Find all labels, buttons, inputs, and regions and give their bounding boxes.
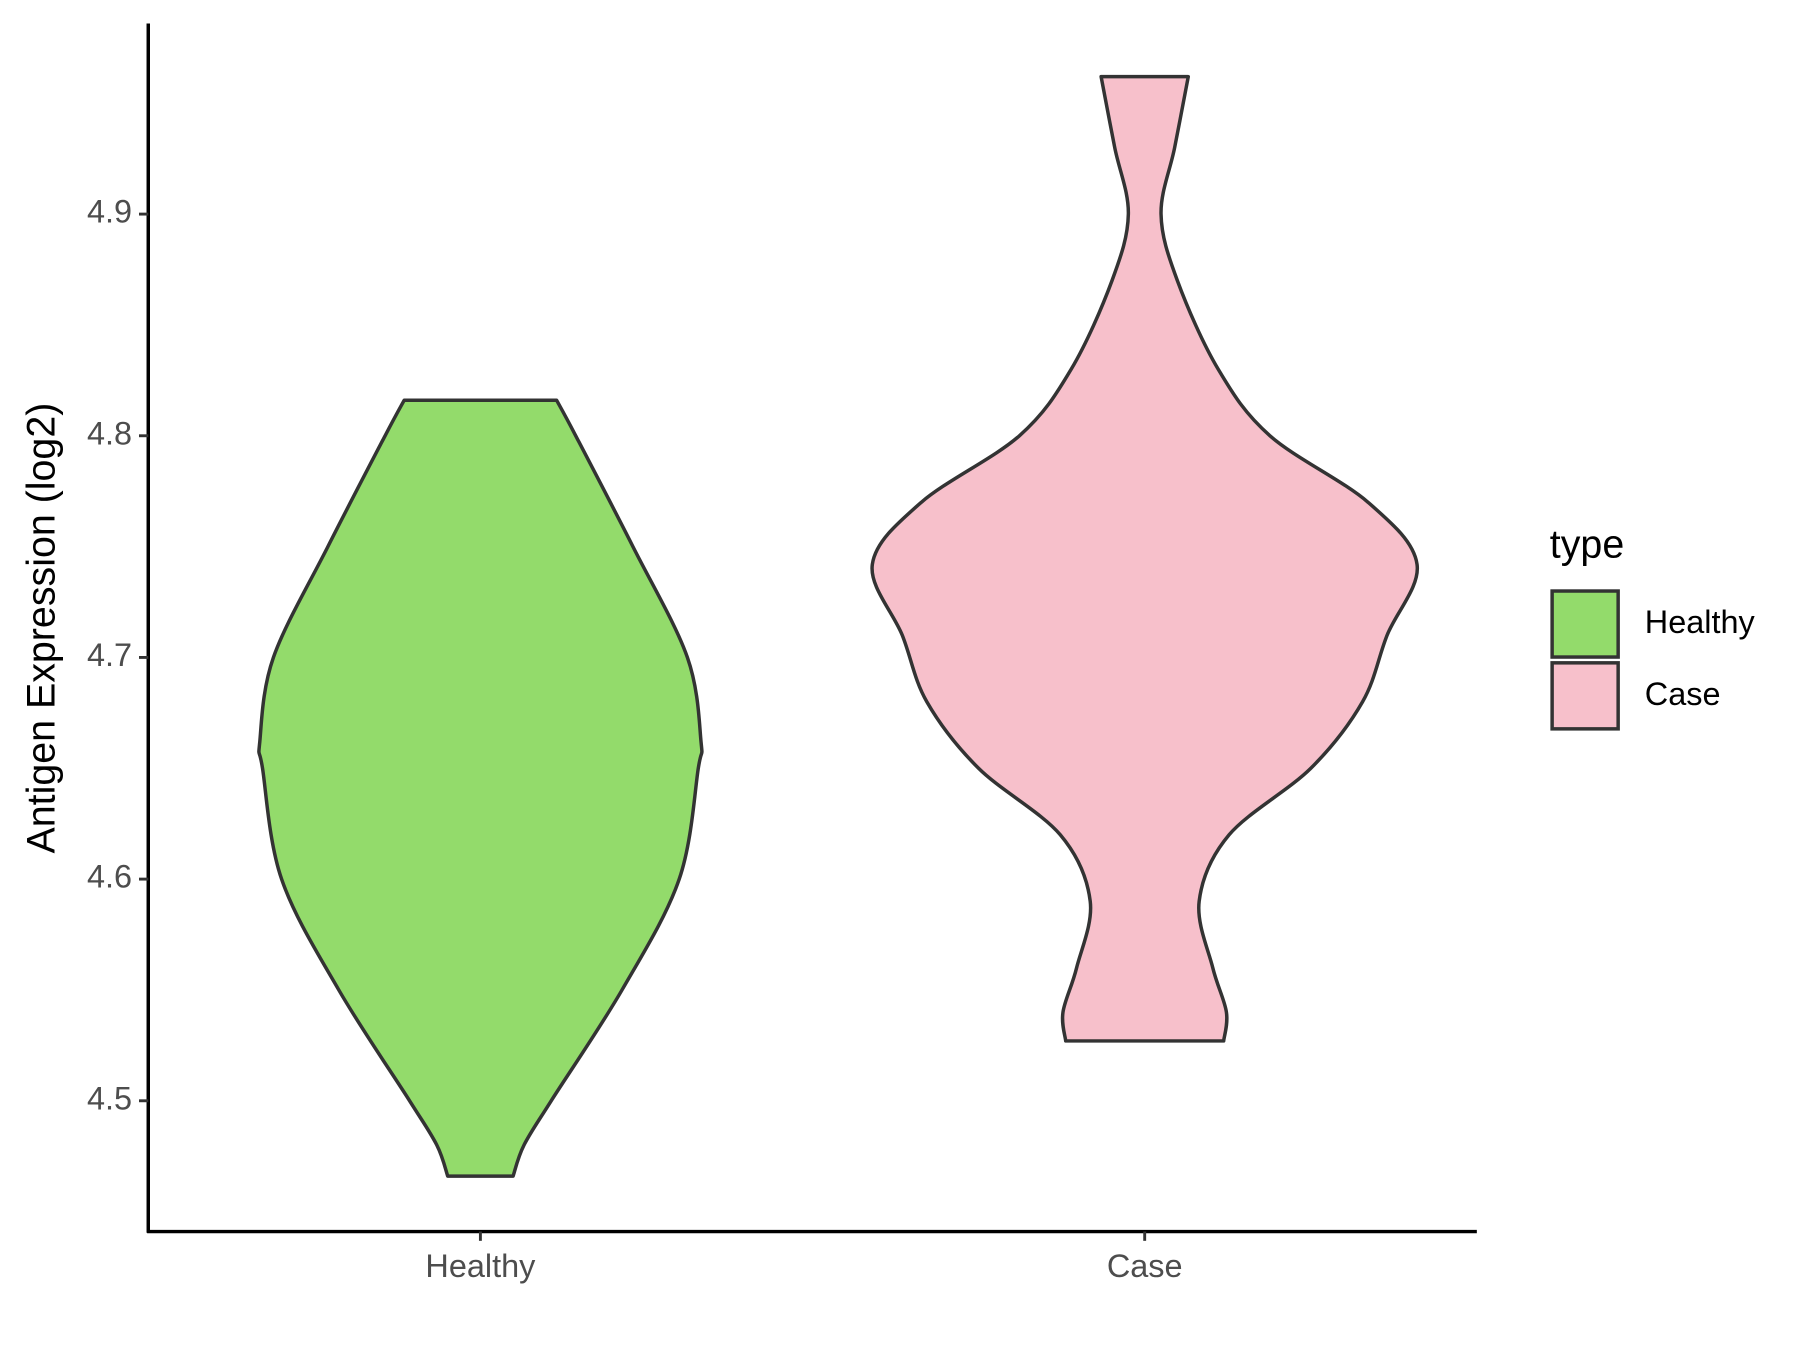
legend-label: Case	[1645, 676, 1721, 712]
y-tick-label: 4.9	[87, 194, 132, 230]
legend-swatch	[1550, 589, 1620, 659]
y-tick-label: 4.7	[87, 637, 132, 673]
violin	[870, 74, 1419, 1043]
legend-swatch	[1550, 661, 1620, 731]
y-tick-label: 4.5	[87, 1080, 132, 1116]
y-axis-label: Antigen Expression (log2)	[19, 403, 63, 854]
legend-label: Healthy	[1645, 604, 1756, 640]
legend-title: type	[1550, 522, 1624, 566]
x-tick-label: Healthy	[425, 1248, 536, 1284]
y-tick-label: 4.6	[87, 859, 132, 895]
x-tick-label: Case	[1107, 1248, 1183, 1284]
y-tick-label: 4.8	[87, 415, 132, 451]
violin	[257, 398, 704, 1178]
